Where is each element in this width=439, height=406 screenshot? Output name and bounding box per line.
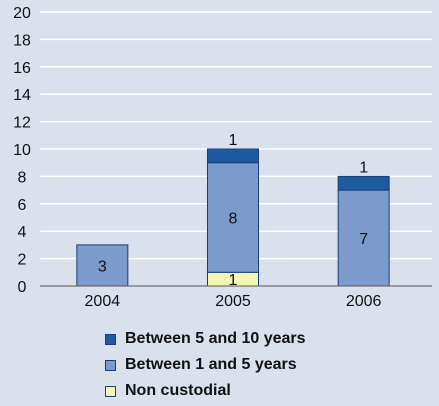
data-label: 7 [359,231,368,248]
legend-swatch [105,359,116,371]
legend-item-non-custodial: Non custodial [105,378,306,404]
bar-segment [207,162,259,273]
legend: Between 5 and 10 years Between 1 and 5 y… [105,326,306,404]
x-tick-label: 2005 [215,293,251,310]
y-tick-label: 2 [18,252,27,269]
y-tick-label: 14 [13,87,31,104]
y-tick-label: 4 [18,224,27,241]
y-tick-label: 16 [13,60,31,77]
legend-item-between-1-and-5-years: Between 1 and 5 years [105,352,306,378]
data-label: 1 [229,132,238,149]
data-labels: 3 1 8 1 7 1 [98,132,368,289]
y-tick-label: 18 [13,32,31,49]
y-tick-label: 12 [13,115,31,132]
x-tick-label: 2006 [346,293,382,310]
x-axis-ticks: 2004 2005 2006 [85,293,382,310]
y-tick-label: 20 [13,5,31,22]
y-tick-label: 10 [13,142,31,159]
data-label: 3 [98,258,107,275]
legend-label: Non custodial [125,382,231,399]
data-label: 1 [229,272,238,289]
data-label: 8 [229,211,238,228]
legend-swatch [105,333,116,345]
y-tick-label: 6 [18,197,27,214]
x-tick-label: 2004 [85,293,121,310]
y-tick-label: 8 [18,169,27,186]
legend-label: Between 1 and 5 years [125,356,297,373]
bar-segment [207,148,259,164]
bar-segment [76,244,129,287]
legend-item-between-5-and-10-years: Between 5 and 10 years [105,326,306,352]
legend-swatch [105,385,116,397]
legend-label: Between 5 and 10 years [125,330,306,347]
bars [76,148,390,287]
y-tick-label: 0 [18,279,27,296]
y-axis-ticks: 0 2 4 6 8 10 12 14 16 18 20 [13,5,31,296]
data-label: 1 [359,159,368,176]
bar-segment [337,175,390,191]
